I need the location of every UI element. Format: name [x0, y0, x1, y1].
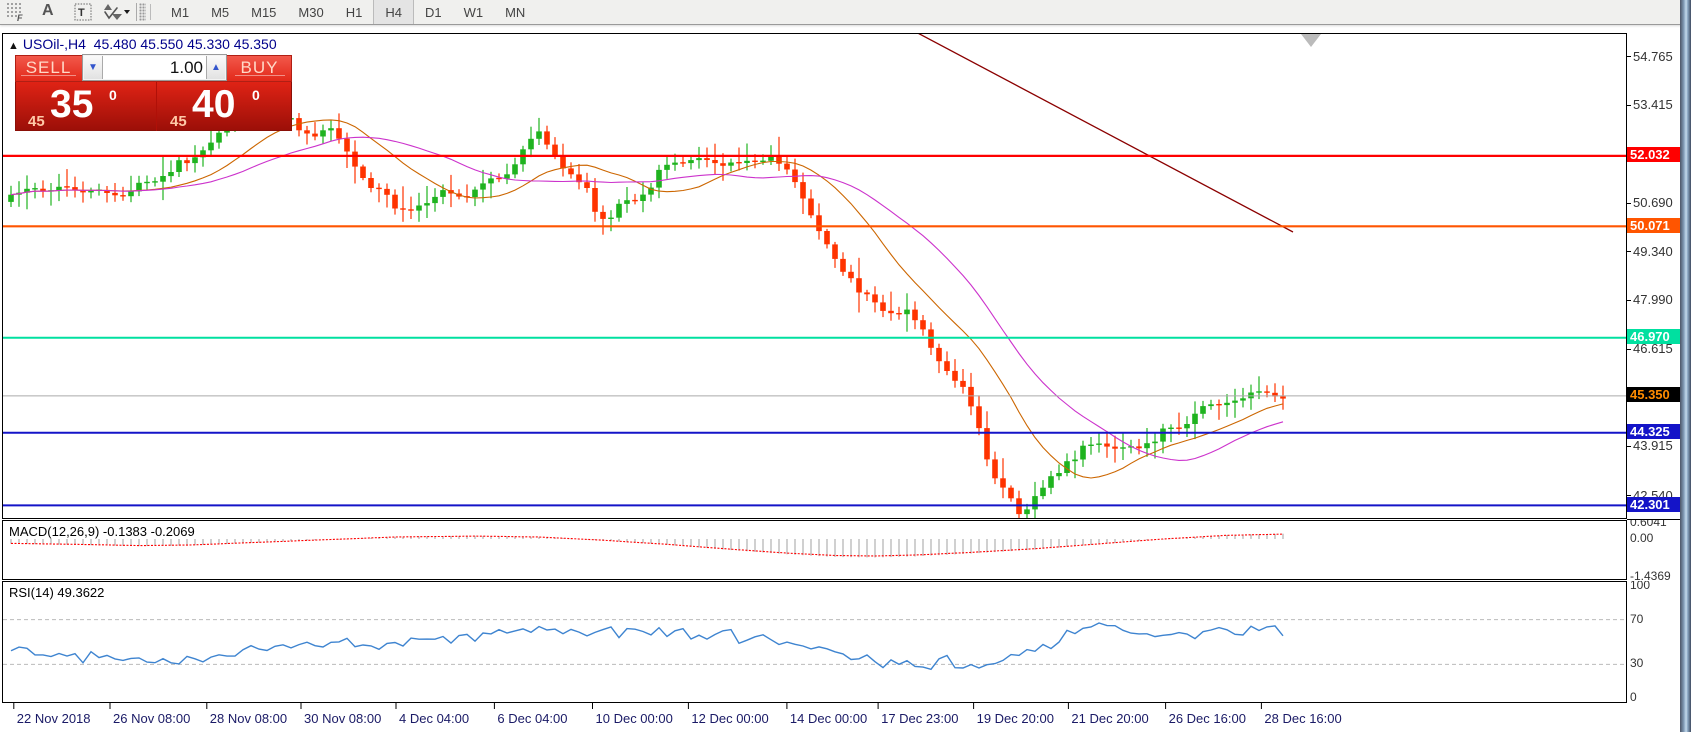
- svg-text:T: T: [78, 7, 85, 19]
- svg-text:F: F: [17, 13, 23, 22]
